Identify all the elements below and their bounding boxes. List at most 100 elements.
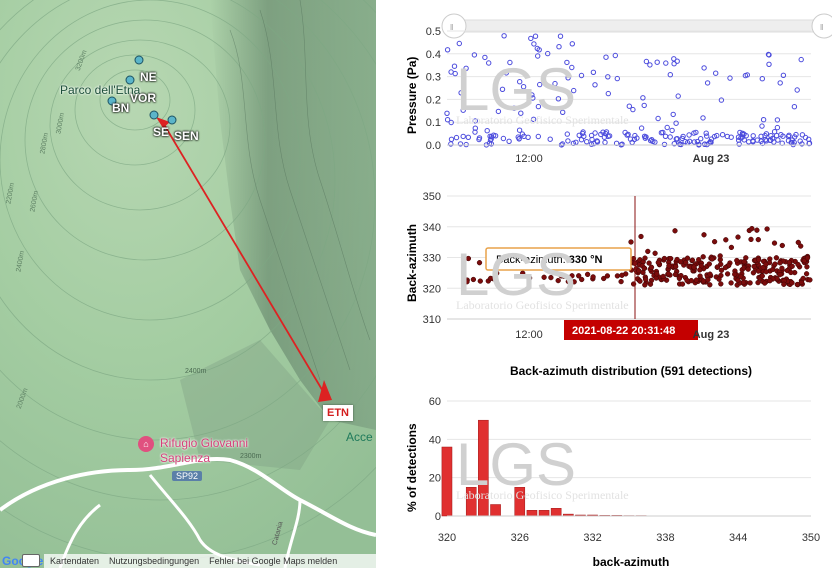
pressure-point (627, 136, 634, 142)
azimuth-point (781, 281, 787, 287)
pressure-point (605, 90, 612, 97)
pressure-point (760, 117, 767, 123)
pressure-point (537, 81, 543, 88)
attrib-report[interactable]: Fehler bei Google Maps melden (209, 556, 338, 566)
azimuth-point (804, 255, 811, 261)
pressure-point (799, 132, 806, 138)
azimuth-point (750, 270, 757, 276)
azimuth-chart[interactable]: Back-azimuth Back-azimuth: 330 °N 2021-0… (405, 191, 813, 341)
hotel-icon[interactable]: ⌂ (138, 436, 154, 452)
azimuth-point (804, 264, 810, 270)
azimuth-point (601, 275, 607, 282)
pressure-point (487, 133, 493, 140)
station-vor-marker (125, 75, 135, 85)
azimuth-point (786, 259, 793, 266)
pressure-point (569, 64, 575, 71)
pressure-point (759, 76, 765, 82)
svg-text:‖: ‖ (450, 23, 453, 32)
pressure-point (682, 138, 688, 145)
svg-text:Back-azimuth: 330 °N: Back-azimuth: 330 °N (496, 254, 603, 266)
pressure-point (624, 132, 630, 138)
azimuth-point (638, 233, 644, 240)
azimuth-point (584, 271, 591, 278)
azimuth-point (641, 265, 647, 271)
azimuth-point (476, 260, 483, 266)
pressure-point (675, 93, 681, 99)
pressure-point (769, 135, 776, 142)
time-tick: Aug 23 (693, 329, 730, 341)
range-slider[interactable]: ‖ ‖ (441, 13, 832, 39)
histogram-chart[interactable]: Back-azimuth distribution (591 detection… (405, 364, 820, 568)
azimuth-point (709, 256, 715, 262)
attrib-terms[interactable]: Nutzungsbedingungen (109, 556, 200, 566)
pressure-point (535, 133, 542, 140)
azimuth-point (655, 259, 661, 266)
pressure-point (785, 133, 792, 140)
attrib-map-data[interactable]: Kartendaten (50, 556, 100, 566)
hist-bar[interactable] (550, 508, 562, 517)
pressure-point (472, 129, 478, 135)
azimuth-point (803, 271, 810, 277)
pressure-chart[interactable]: ‖ ‖ Pressure (Pa) 0.5 0.4 0.3 0.2 0.1 0.0 12:0… (405, 13, 832, 165)
azimuth-point (697, 273, 703, 279)
hist-bar[interactable] (538, 510, 550, 517)
pressure-ylabel: Pressure (Pa) (405, 57, 419, 134)
azimuth-point (749, 225, 755, 232)
pressure-point (704, 133, 710, 139)
station-se-marker (149, 110, 159, 120)
azimuth-point (653, 275, 659, 281)
pressure-point (564, 59, 570, 66)
pressure-point (545, 50, 551, 57)
poi-label-line1[interactable]: Rifugio Giovanni (160, 436, 249, 450)
azimuth-y-tick: 350 (423, 191, 441, 203)
azimuth-point (618, 278, 624, 285)
etn-label[interactable]: ETN (323, 405, 353, 421)
azimuth-point (798, 243, 804, 249)
arrow-head (156, 117, 170, 128)
pressure-point (707, 139, 713, 145)
azimuth-point (718, 267, 725, 273)
pressure-point (598, 131, 604, 138)
time-tick: 12:00 (515, 153, 543, 165)
poi-label-line2[interactable]: Sapienza (160, 451, 211, 465)
pressure-point (590, 69, 597, 76)
azimuth-point (756, 257, 762, 263)
pressure-point (655, 115, 661, 122)
azimuth-point (740, 279, 747, 286)
azimuth-point (755, 268, 762, 274)
azimuth-point (696, 257, 702, 263)
pressure-point (530, 95, 536, 101)
azimuth-point (665, 271, 672, 277)
pressure-point (718, 97, 725, 103)
pressure-point (724, 133, 730, 140)
hist-bar[interactable] (526, 510, 538, 517)
azimuth-point (590, 274, 596, 280)
histogram-title: Back-azimuth distribution (591 detection… (510, 364, 752, 378)
contour-label: 2400m (185, 368, 207, 375)
pressure-point (584, 139, 590, 145)
pressure-point (739, 134, 746, 140)
road-sp92 (0, 457, 376, 537)
hist-x-tick: 332 (583, 532, 601, 544)
azimuth-point (494, 270, 500, 276)
pressure-point (654, 59, 660, 65)
pressure-point (471, 52, 478, 58)
pressure-point (555, 96, 562, 102)
azimuth-point (652, 250, 658, 256)
pressure-point (802, 134, 809, 141)
hist-bar[interactable] (441, 446, 453, 517)
azimuth-point (722, 264, 729, 271)
azimuth-point (487, 275, 494, 282)
pressure-point (560, 109, 566, 116)
azimuth-point (707, 282, 713, 288)
pressure-point (713, 70, 719, 76)
time-tick: 12:00 (515, 329, 543, 341)
keyboard-icon[interactable] (22, 554, 40, 567)
azimuth-point (789, 280, 795, 286)
terrain-map[interactable] (0, 0, 376, 568)
hist-bar[interactable] (490, 504, 501, 517)
azimuth-point (465, 255, 472, 262)
pressure-point (451, 63, 458, 69)
map-panel[interactable]: NE VOR BN SE SEN Parco dell'Etna 3200m 3… (0, 0, 376, 568)
pressure-point (511, 105, 517, 111)
